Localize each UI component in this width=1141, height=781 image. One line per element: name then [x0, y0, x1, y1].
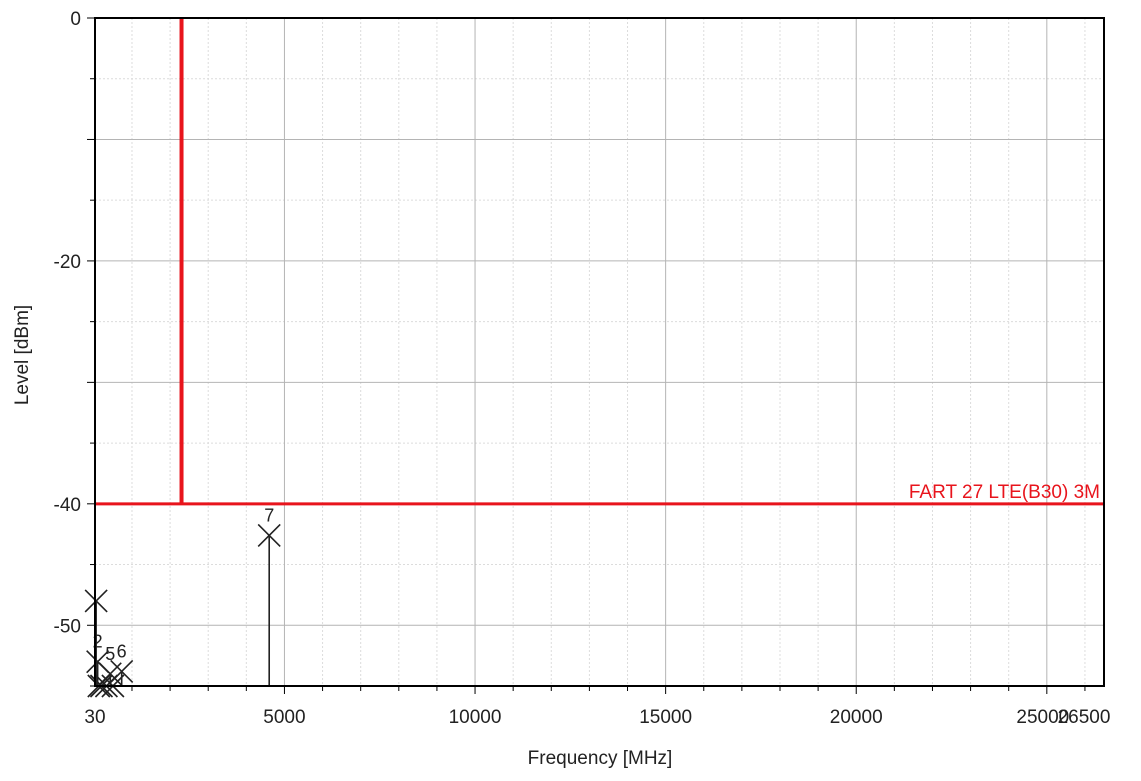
marker-label: 7: [264, 505, 274, 525]
x-tick-label: 10000: [449, 707, 502, 728]
y-tick-label: -50: [54, 616, 81, 637]
marker-cross: [84, 589, 108, 613]
marker-label: 6: [117, 641, 127, 661]
y-axis-title: Level [dBm]: [12, 305, 33, 405]
y-tick-label: 0: [70, 9, 81, 30]
limit-line-group: FART 27 LTE(B30) 3M: [95, 18, 1104, 506]
x-tick-label: 20000: [830, 707, 883, 728]
x-tick-label: 25000: [1016, 707, 1069, 728]
marker-label: 5: [105, 644, 115, 664]
plot-frame: [94, 17, 1105, 687]
grid: [95, 18, 1104, 686]
x-tick-label: 30: [84, 707, 105, 728]
y-tick-label: -20: [54, 252, 81, 273]
x-tick-label: 15000: [639, 707, 692, 728]
x-tick-label: 26500: [1058, 707, 1111, 728]
x-axis-title: Frequency [MHz]: [528, 748, 673, 769]
marker: 6: [110, 641, 134, 686]
limit-line-label: FART 27 LTE(B30) 3M: [909, 482, 1100, 503]
y-tick-label: -40: [54, 495, 81, 516]
marker: [84, 589, 108, 686]
marker-cross: [257, 523, 281, 547]
marker-cross: [110, 659, 134, 683]
x-tick-label: 5000: [263, 707, 305, 728]
marker: 7: [257, 505, 281, 686]
marker-label: 2: [93, 632, 103, 652]
marker-group: 25 6 7: [84, 505, 281, 698]
